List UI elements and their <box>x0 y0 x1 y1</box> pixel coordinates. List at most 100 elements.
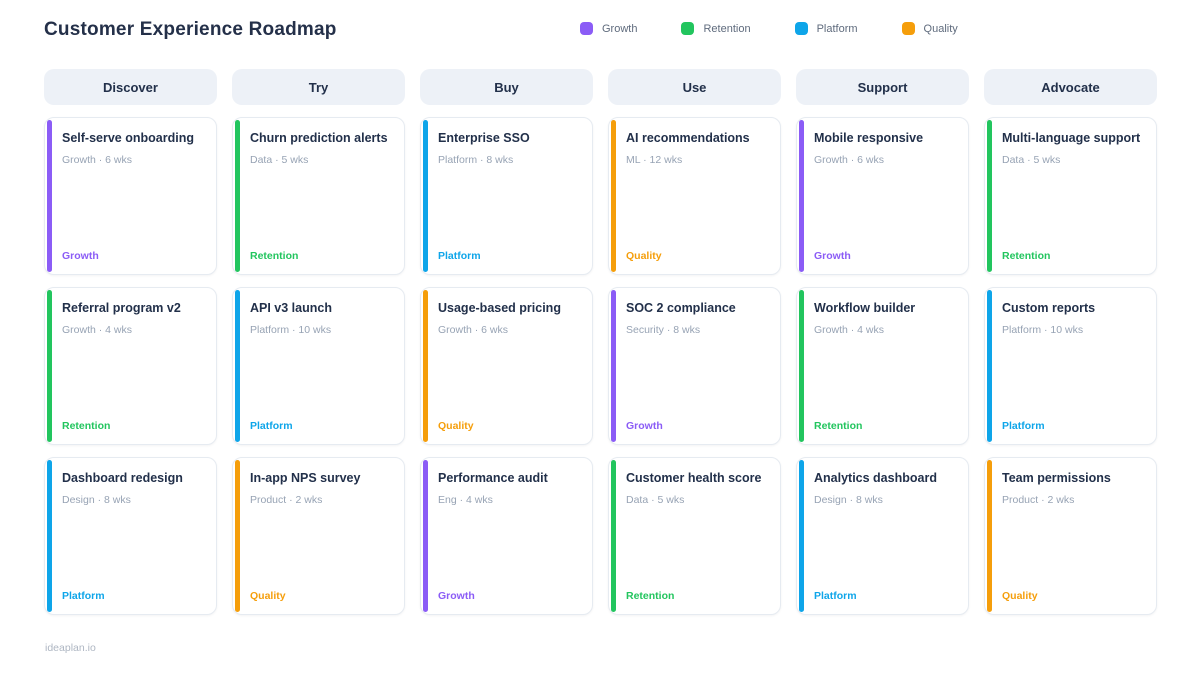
column-header-try: Try <box>232 69 405 105</box>
card-team-permissions[interactable]: Team permissions Product · 2 wks Quality <box>984 457 1157 615</box>
card-referral-program-v2[interactable]: Referral program v2 Growth · 4 wks Retenti… <box>44 287 217 445</box>
column-header-discover: Discover <box>44 69 217 105</box>
card-ai-recommendations[interactable]: AI recommendations ML · 12 wks Quality <box>608 117 781 275</box>
card-tag-growth: Growth <box>62 250 99 262</box>
card-usage-based-pricing[interactable]: Usage-based pricing Growth · 6 wks Quality <box>420 287 593 445</box>
card-tag-retention: Retention <box>814 420 863 432</box>
card-color-stripe <box>47 460 52 612</box>
card-title: AI recommendations <box>626 131 750 145</box>
card-customer-health-score[interactable]: Customer health score Data · 5 wks Retenti… <box>608 457 781 615</box>
card-in-app-nps-survey[interactable]: In-app NPS survey Product · 2 wks Quality <box>232 457 405 615</box>
legend-item-retention: Retention <box>681 22 751 35</box>
card-title: Dashboard redesign <box>62 471 183 485</box>
card-meta: Platform · 10 wks <box>1002 323 1084 336</box>
page-header: Customer Experience Roadmap Growth Retent… <box>44 16 1156 58</box>
card-churn-prediction-alerts[interactable]: Churn prediction alerts Data · 5 wks Reten… <box>232 117 405 275</box>
card-meta: Product · 2 wks <box>1002 493 1075 506</box>
card-meta: Design · 8 wks <box>62 493 131 506</box>
card-meta: Security · 8 wks <box>626 323 701 336</box>
card-color-stripe <box>987 120 992 272</box>
card-meta: Product · 2 wks <box>250 493 323 506</box>
card-title: Analytics dashboard <box>814 471 937 485</box>
column-header-use: Use <box>608 69 781 105</box>
card-meta: Data · 5 wks <box>1002 153 1061 166</box>
card-meta: Platform · 8 wks <box>438 153 514 166</box>
card-tag-platform: Platform <box>62 590 105 602</box>
card-tag-retention: Retention <box>626 590 675 602</box>
card-tag-platform: Platform <box>250 420 293 432</box>
card-tag-quality: Quality <box>438 420 474 432</box>
card-title: Usage-based pricing <box>438 301 561 315</box>
legend-label: Retention <box>703 22 751 35</box>
card-tag-quality: Quality <box>1002 590 1038 602</box>
card-workflow-builder[interactable]: Workflow builder Growth · 4 wks Retention <box>796 287 969 445</box>
card-tag-platform: Platform <box>438 250 481 262</box>
card-title: API v3 launch <box>250 301 332 315</box>
card-api-v3-launch[interactable]: API v3 launch Platform · 10 wks Platform <box>232 287 405 445</box>
card-analytics-dashboard[interactable]: Analytics dashboard Design · 8 wks Platfor… <box>796 457 969 615</box>
card-dashboard-redesign[interactable]: Dashboard redesign Design · 8 wks Platform <box>44 457 217 615</box>
legend-label: Growth <box>602 22 638 35</box>
card-title: Workflow builder <box>814 301 916 315</box>
card-color-stripe <box>799 290 804 442</box>
card-tag-platform: Platform <box>814 590 857 602</box>
card-title: Customer health score <box>626 471 762 485</box>
legend-item-platform: Platform <box>794 22 858 35</box>
card-enterprise-sso[interactable]: Enterprise SSO Platform · 8 wks Platform <box>420 117 593 275</box>
card-tag-quality: Quality <box>250 590 286 602</box>
card-self-serve-onboarding[interactable]: Self-serve onboarding Growth · 6 wks Growt… <box>44 117 217 275</box>
quality-color-swatch-icon <box>901 22 915 35</box>
card-meta: Growth · 6 wks <box>62 153 133 166</box>
footer-brand: ideaplan.io <box>45 642 96 654</box>
column-header-advocate: Advocate <box>984 69 1157 105</box>
roadmap-board: Discover Self-serve onboarding Growth · 6 … <box>44 69 1157 615</box>
card-meta: Growth · 6 wks <box>438 323 509 336</box>
card-color-stripe <box>235 290 240 442</box>
card-color-stripe <box>423 120 428 272</box>
card-performance-audit[interactable]: Performance audit Eng · 4 wks Growth <box>420 457 593 615</box>
card-title: Performance audit <box>438 471 548 485</box>
growth-color-swatch-icon <box>580 22 593 35</box>
card-meta: Growth · 4 wks <box>814 323 885 336</box>
column-header-support: Support <box>796 69 969 105</box>
card-tag-retention: Retention <box>250 250 299 262</box>
card-color-stripe <box>235 120 240 272</box>
card-title: Self-serve onboarding <box>62 131 194 145</box>
legend-item-quality: Quality <box>901 22 958 35</box>
card-color-stripe <box>611 120 616 272</box>
page-title: Customer Experience Roadmap <box>44 19 337 40</box>
card-meta: Growth · 6 wks <box>814 153 885 166</box>
column-discover: Discover Self-serve onboarding Growth · 6 … <box>44 69 217 615</box>
card-color-stripe <box>987 290 992 442</box>
column-buy: Buy Enterprise SSO Platform · 8 wks Platfor… <box>420 69 593 615</box>
card-title: SOC 2 compliance <box>626 301 736 315</box>
card-color-stripe <box>987 460 992 612</box>
card-title: Team permissions <box>1002 471 1111 485</box>
card-tag-platform: Platform <box>1002 420 1045 432</box>
card-mobile-responsive[interactable]: Mobile responsive Growth · 6 wks Growth <box>796 117 969 275</box>
card-tag-retention: Retention <box>1002 250 1051 262</box>
card-color-stripe <box>235 460 240 612</box>
card-title: In-app NPS survey <box>250 471 361 485</box>
card-color-stripe <box>799 120 804 272</box>
column-use: Use AI recommendations ML · 12 wks Quality S… <box>608 69 781 615</box>
card-title: Mobile responsive <box>814 131 924 145</box>
legend-label: Quality <box>923 22 958 35</box>
card-tag-growth: Growth <box>438 590 475 602</box>
column-support: Support Mobile responsive Growth · 6 wks Gr… <box>796 69 969 615</box>
card-custom-reports[interactable]: Custom reports Platform · 10 wks Platform <box>984 287 1157 445</box>
card-tag-retention: Retention <box>62 420 111 432</box>
column-advocate: Advocate Multi-language support Data · 5 w… <box>984 69 1157 615</box>
card-tag-growth: Growth <box>626 420 663 432</box>
card-soc-2-compliance[interactable]: SOC 2 compliance Security · 8 wks Growth <box>608 287 781 445</box>
platform-color-swatch-icon <box>794 22 808 35</box>
card-color-stripe <box>423 460 428 612</box>
card-multi-language-support[interactable]: Multi-language support Data · 5 wks Retent… <box>984 117 1157 275</box>
card-color-stripe <box>47 120 52 272</box>
card-tag-growth: Growth <box>814 250 851 262</box>
card-meta: Data · 5 wks <box>250 153 309 166</box>
card-color-stripe <box>799 460 804 612</box>
card-meta: ML · 12 wks <box>626 153 683 166</box>
card-color-stripe <box>611 290 616 442</box>
card-title: Custom reports <box>1002 301 1096 315</box>
